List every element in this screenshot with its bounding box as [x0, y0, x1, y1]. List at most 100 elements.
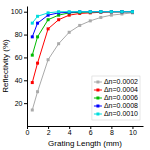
point	[78, 10, 81, 13]
tick-label: 2	[47, 129, 51, 136]
chart: 0 2 4 6 8 10 20 40 60 80 100 Grating Length (mm) Ref…	[0, 0, 150, 150]
point	[89, 10, 92, 13]
point	[99, 10, 102, 13]
point	[110, 10, 113, 13]
legend-entry: Δn=0.0006	[94, 94, 138, 101]
tick: 40	[15, 77, 27, 84]
point	[120, 10, 123, 13]
axis-line	[28, 126, 144, 127]
tick: 4	[68, 126, 72, 136]
tick: 80	[15, 31, 27, 38]
tick: 100	[11, 8, 27, 15]
point	[131, 10, 134, 13]
tick-label: 100	[11, 8, 23, 15]
point	[99, 10, 102, 13]
y-axis-title: Reflectivity (%)	[1, 39, 10, 93]
point	[57, 10, 60, 13]
tick-label: 10	[129, 129, 137, 136]
line	[32, 12, 132, 37]
legend-label: Δn=0.0002	[104, 78, 138, 85]
point	[89, 10, 92, 13]
legend-entry: Δn=0.0004	[94, 86, 138, 93]
point	[68, 11, 71, 14]
point	[57, 42, 60, 45]
series	[31, 10, 134, 24]
point	[120, 10, 123, 13]
x-axis: 0 2 4 6 8 10	[26, 126, 144, 136]
tick-label: 6	[89, 129, 93, 136]
point	[47, 58, 50, 61]
tick-label: 4	[68, 129, 72, 136]
legend-line	[94, 90, 102, 91]
legend-line	[94, 106, 102, 107]
point	[31, 54, 34, 57]
point	[120, 10, 123, 13]
legend-marker	[96, 81, 99, 84]
point	[36, 22, 39, 25]
tick-label: 0	[26, 129, 30, 136]
point	[68, 31, 71, 34]
point	[110, 10, 113, 13]
point	[99, 11, 102, 14]
point	[36, 15, 39, 18]
y-axis: 20 40 60 80 100	[11, 7, 28, 127]
point	[68, 10, 71, 13]
point	[36, 62, 39, 65]
tick-label: 40	[15, 77, 23, 84]
point	[78, 11, 81, 14]
tick-label: 8	[110, 129, 114, 136]
legend-frame	[92, 76, 140, 120]
legend-label: Δn=0.0008	[104, 102, 138, 109]
point	[31, 22, 34, 25]
point	[99, 16, 102, 19]
tick-label: 20	[15, 100, 23, 107]
legend-entry: Δn=0.0002	[94, 78, 138, 85]
tick-mark	[24, 103, 27, 104]
point	[47, 18, 50, 21]
tick: 0	[26, 126, 30, 136]
legend-entry: Δn=0.0010	[94, 110, 138, 117]
legend-marker	[96, 105, 99, 108]
tick-mark	[24, 35, 27, 36]
series	[31, 10, 134, 56]
line	[32, 12, 132, 55]
series	[31, 10, 134, 38]
legend-line	[94, 114, 102, 115]
point	[89, 19, 92, 22]
tick: 60	[15, 54, 27, 61]
point	[78, 10, 81, 13]
point	[31, 81, 34, 84]
legend-marker	[96, 89, 99, 92]
legend-line	[94, 98, 102, 99]
point	[131, 10, 134, 13]
point	[99, 10, 102, 13]
tick-label: 80	[15, 31, 23, 38]
legend-marker	[96, 113, 99, 116]
tick-label: 60	[15, 54, 23, 61]
point	[110, 10, 113, 13]
line	[32, 12, 132, 23]
series	[31, 10, 134, 84]
point	[47, 27, 50, 30]
legend: Δn=0.0002Δn=0.0004Δn=0.0006Δn=0.0008Δn=0…	[92, 76, 140, 120]
legend-label: Δn=0.0006	[104, 94, 138, 101]
point	[89, 10, 92, 13]
legend-marker	[96, 97, 99, 100]
tick: 6	[89, 126, 93, 136]
tick: 2	[47, 126, 51, 136]
tick-mark	[24, 12, 27, 13]
point	[36, 90, 39, 93]
axis-line	[27, 7, 28, 127]
tick: 20	[15, 100, 27, 107]
point	[110, 10, 113, 13]
line	[32, 12, 132, 83]
point	[31, 109, 34, 112]
tick-mark	[24, 80, 27, 81]
x-axis-title: Grating Length (mm)	[48, 139, 122, 148]
point	[57, 18, 60, 21]
point	[131, 10, 134, 13]
point	[110, 14, 113, 17]
legend-label: Δn=0.0010	[104, 110, 138, 117]
point	[120, 10, 123, 13]
point	[31, 35, 34, 38]
